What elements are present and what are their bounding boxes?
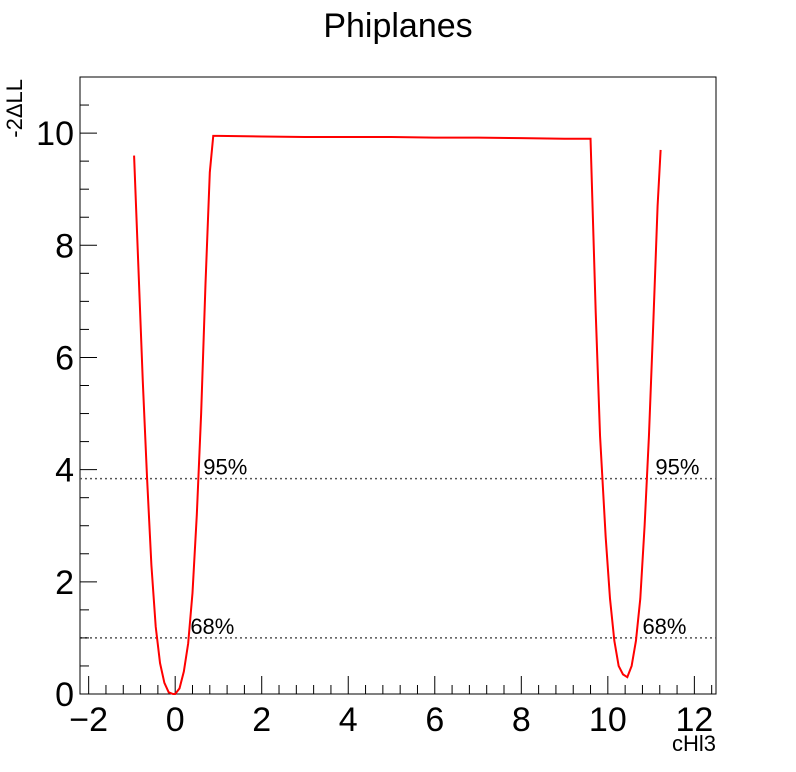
x-tick-label: 8 <box>512 701 531 739</box>
reference-label: 95% <box>655 455 699 480</box>
x-tick-label: 12 <box>675 701 713 739</box>
y-tick-label: 8 <box>55 227 74 265</box>
y-tick-label: 0 <box>55 676 74 714</box>
x-axis: −2 0 2 4 6 8 10 12 <box>69 676 713 739</box>
x-tick-label: −2 <box>69 701 108 739</box>
series-line <box>133 134 662 695</box>
x-tick-label: 4 <box>339 701 358 739</box>
y-tick-label: 6 <box>55 339 74 377</box>
y-tick-label: 2 <box>55 564 74 602</box>
y-tick-label: 4 <box>55 452 74 490</box>
reference-label: 95% <box>203 455 247 480</box>
reference-lines: 68% 68% 95% 95% <box>80 455 716 639</box>
reference-label: 68% <box>190 614 234 639</box>
y-axis: 0 2 4 6 8 10 <box>36 76 97 714</box>
x-tick-label: 2 <box>252 701 271 739</box>
x-axis-label: cHl3 <box>672 731 716 756</box>
x-tick-label: 0 <box>166 701 185 739</box>
reference-label: 68% <box>642 614 686 639</box>
chart-title: Phiplanes <box>323 7 472 45</box>
y-axis-label: -2ΔLL <box>2 79 27 138</box>
x-tick-label: 10 <box>589 701 627 739</box>
plot-frame <box>79 76 717 695</box>
x-tick-label: 6 <box>425 701 444 739</box>
y-tick-label: 10 <box>36 115 74 153</box>
